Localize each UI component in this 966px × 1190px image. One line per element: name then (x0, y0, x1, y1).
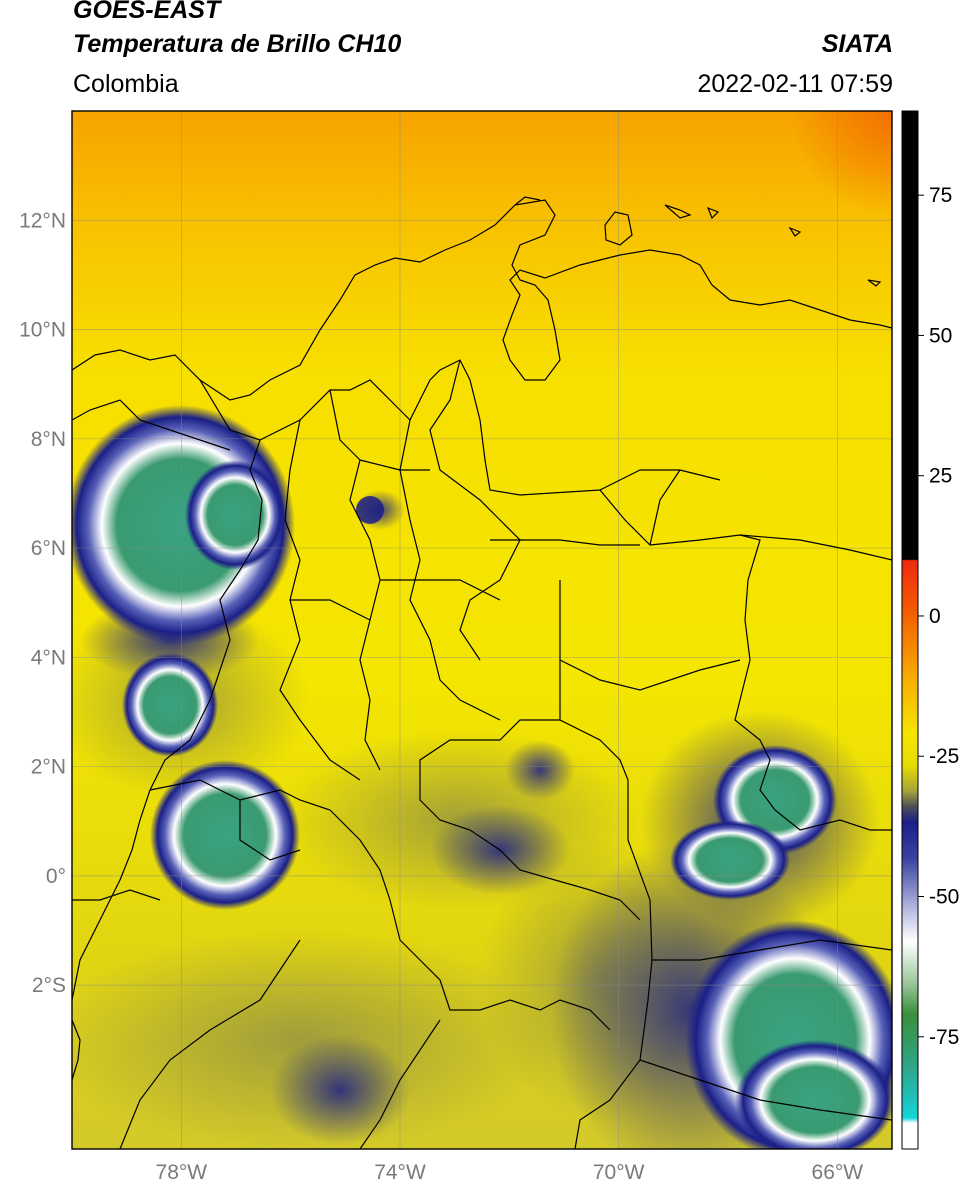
product-title: Temperatura de Brillo CH10 (73, 30, 402, 58)
lat-tick-label: 0° (46, 865, 66, 888)
graticule (72, 111, 892, 1149)
colorbar-frame (901, 110, 919, 1150)
colorbar-axis: 75 50 25 0 -25 -50 -75 (918, 184, 959, 1049)
lon-tick-label: 74°W (374, 1161, 426, 1184)
longitude-axis: 78°W 74°W 70°W 66°W (156, 1161, 864, 1184)
satellite-title: GOES-EAST (73, 0, 221, 24)
colorbar (902, 111, 918, 1149)
datetime-label: 2022-02-11 07:59 (697, 70, 893, 98)
lat-tick-label: 12°N (19, 209, 66, 232)
coastlines-and-borders (72, 196, 892, 1149)
lon-tick-label: 70°W (593, 1161, 645, 1184)
lat-tick-label: 10°N (19, 319, 66, 342)
colorbar-tick-label: 0 (929, 605, 941, 628)
latitude-axis: 12°N 10°N 8°N 6°N 4°N 2°N 0° 2°S (19, 209, 66, 997)
colorbar-tick-label: -75 (929, 1026, 959, 1049)
colorbar-tick-label: 25 (929, 465, 952, 488)
map-frame (71, 110, 893, 1150)
lon-tick-label: 78°W (156, 1161, 208, 1184)
lat-tick-label: 8°N (31, 428, 66, 451)
lon-tick-label: 66°W (812, 1161, 864, 1184)
colorbar-tick-label: 50 (929, 324, 952, 347)
lat-tick-label: 6°N (31, 537, 66, 560)
lat-tick-label: 2°S (32, 974, 66, 997)
lat-tick-label: 2°N (31, 756, 66, 779)
colorbar-tick-label: -50 (929, 886, 959, 909)
lat-tick-label: 4°N (31, 646, 66, 669)
colorbar-tick-label: -25 (929, 745, 959, 768)
agency-label: SIATA (821, 30, 893, 58)
brightness-temperature-field (72, 111, 892, 1149)
region-label: Colombia (73, 70, 179, 98)
colorbar-tick-label: 75 (929, 184, 952, 207)
